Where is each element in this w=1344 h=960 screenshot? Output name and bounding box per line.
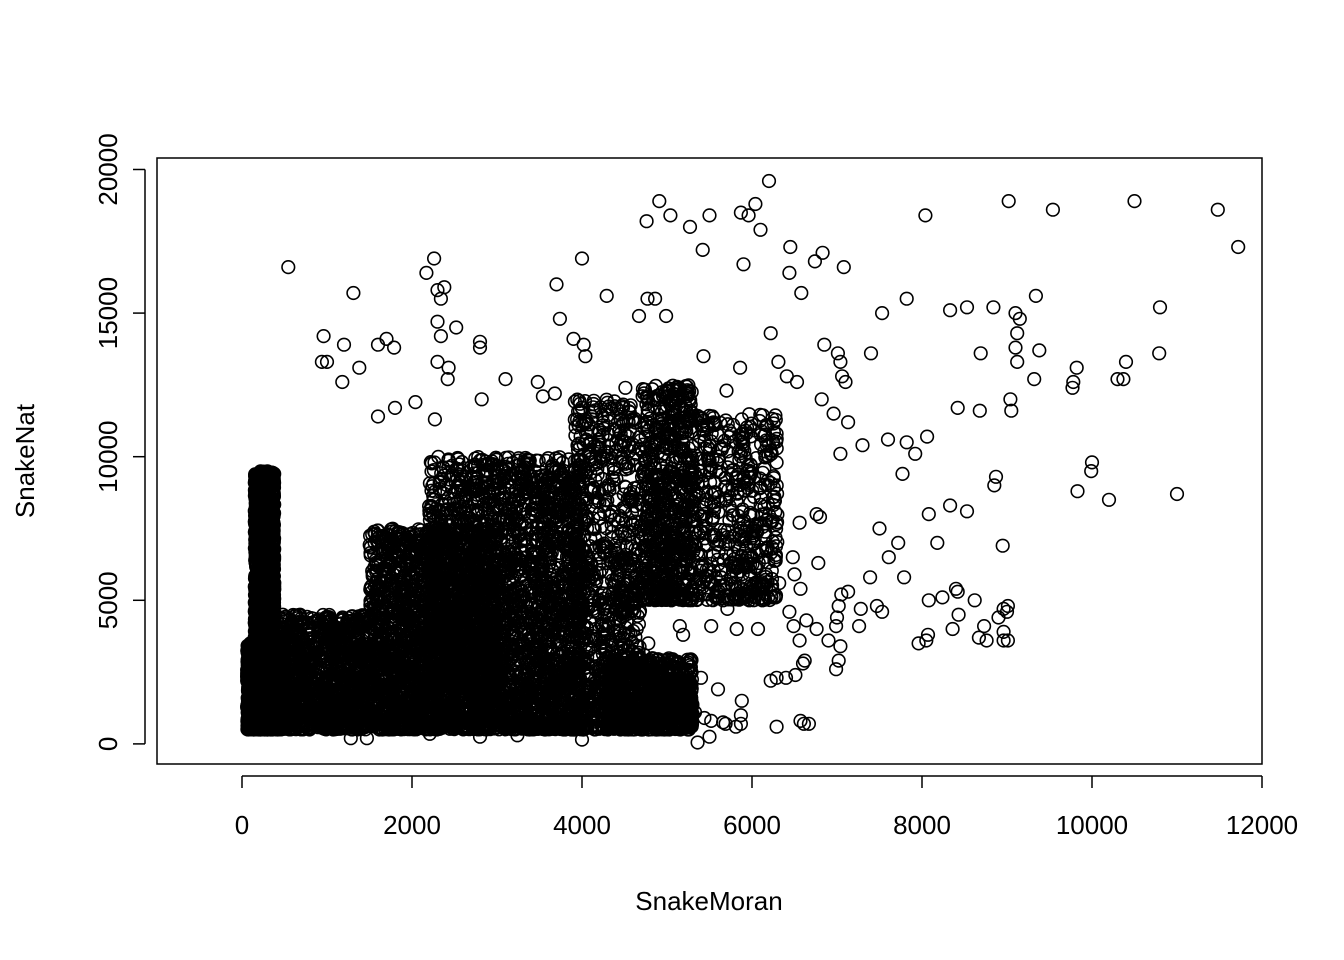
plot-frame [156,157,1263,765]
dense-point-cloud [240,378,785,737]
